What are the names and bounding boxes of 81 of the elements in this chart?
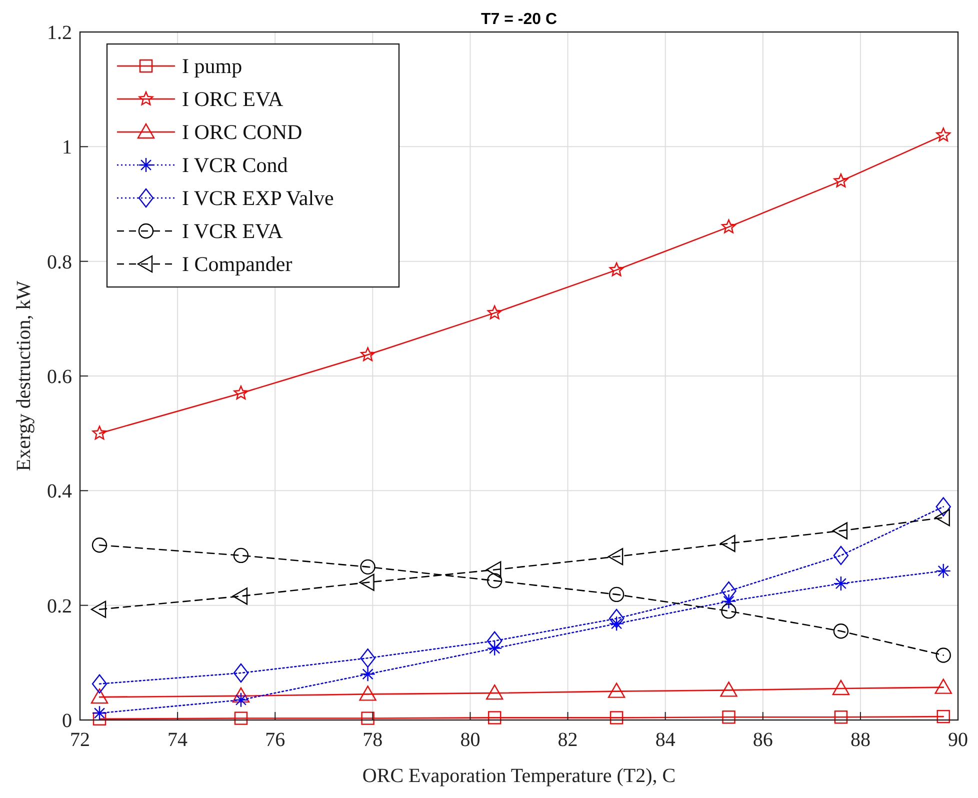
point	[488, 711, 502, 724]
legend-label: I VCR Cond	[182, 153, 288, 177]
x-tick-label: 78	[362, 729, 383, 751]
point	[487, 573, 502, 588]
point	[232, 687, 250, 703]
point	[361, 712, 374, 725]
x-tick-label: 86	[752, 729, 773, 751]
y-tick-label: 0.4	[47, 480, 72, 503]
point	[608, 586, 624, 602]
point	[360, 666, 376, 682]
point	[92, 426, 107, 440]
x-tick-label: 82	[558, 729, 578, 751]
point	[833, 624, 849, 639]
point	[721, 581, 736, 601]
point	[609, 262, 624, 276]
point	[936, 648, 951, 663]
x-tick-label: 84	[655, 729, 676, 751]
x-tick-label: 74	[168, 729, 188, 751]
point	[360, 648, 376, 668]
point	[720, 682, 738, 697]
point	[92, 674, 108, 694]
y-tick-label: 1	[62, 136, 72, 159]
point	[721, 219, 736, 234]
point	[610, 711, 624, 724]
point	[92, 706, 108, 721]
legend-label: I pump	[182, 54, 242, 78]
chart-title: T7 = -20 C	[480, 11, 558, 28]
point	[90, 688, 108, 704]
y-axis-title: Exergy destruction, kW	[13, 280, 35, 472]
point	[832, 522, 848, 540]
point	[834, 173, 848, 188]
point	[486, 684, 504, 700]
point	[360, 347, 376, 362]
x-axis-title: ORC Evaporation Temperature (T2), C	[362, 765, 676, 787]
y-tick-label: 1.2	[47, 22, 72, 44]
x-tick-label: 72	[70, 729, 90, 751]
point	[608, 548, 624, 566]
x-tick-label: 90	[948, 729, 968, 751]
point	[608, 682, 626, 698]
y-tick-label: 0.8	[47, 251, 72, 274]
legend-label: I VCR EVA	[182, 219, 284, 243]
point	[487, 631, 502, 650]
legend-label: I VCR EXP Valve	[182, 186, 334, 210]
point	[234, 712, 248, 725]
point	[936, 497, 951, 516]
point	[936, 710, 950, 724]
point	[832, 680, 850, 696]
point	[936, 128, 951, 142]
point	[934, 509, 950, 526]
point	[934, 678, 952, 694]
point	[359, 686, 376, 701]
point	[722, 710, 736, 724]
point	[92, 538, 108, 553]
point	[359, 574, 374, 591]
y-tick-label: 0.6	[47, 366, 72, 388]
point	[232, 588, 248, 605]
point	[936, 563, 951, 579]
y-tick-label: 0.2	[47, 595, 72, 618]
point	[233, 548, 249, 564]
point	[834, 710, 848, 724]
point	[833, 546, 849, 566]
point	[233, 663, 249, 683]
legend-label: I Compander	[182, 252, 292, 276]
point	[234, 386, 248, 400]
point	[90, 600, 106, 618]
y-tick-label: 0	[62, 710, 72, 732]
point	[720, 534, 736, 552]
point	[833, 576, 849, 592]
point	[721, 603, 736, 619]
point	[233, 692, 249, 708]
point	[721, 594, 736, 609]
legend-label: I ORC EVA	[182, 87, 284, 111]
x-tick-label: 76	[265, 729, 286, 751]
point	[360, 559, 376, 575]
point	[608, 616, 624, 632]
point	[487, 305, 502, 320]
x-tick-label: 88	[850, 729, 870, 751]
x-tick-label: 80	[460, 729, 480, 751]
legend-label: I ORC COND	[182, 120, 302, 144]
point	[486, 561, 502, 578]
point	[608, 608, 624, 628]
